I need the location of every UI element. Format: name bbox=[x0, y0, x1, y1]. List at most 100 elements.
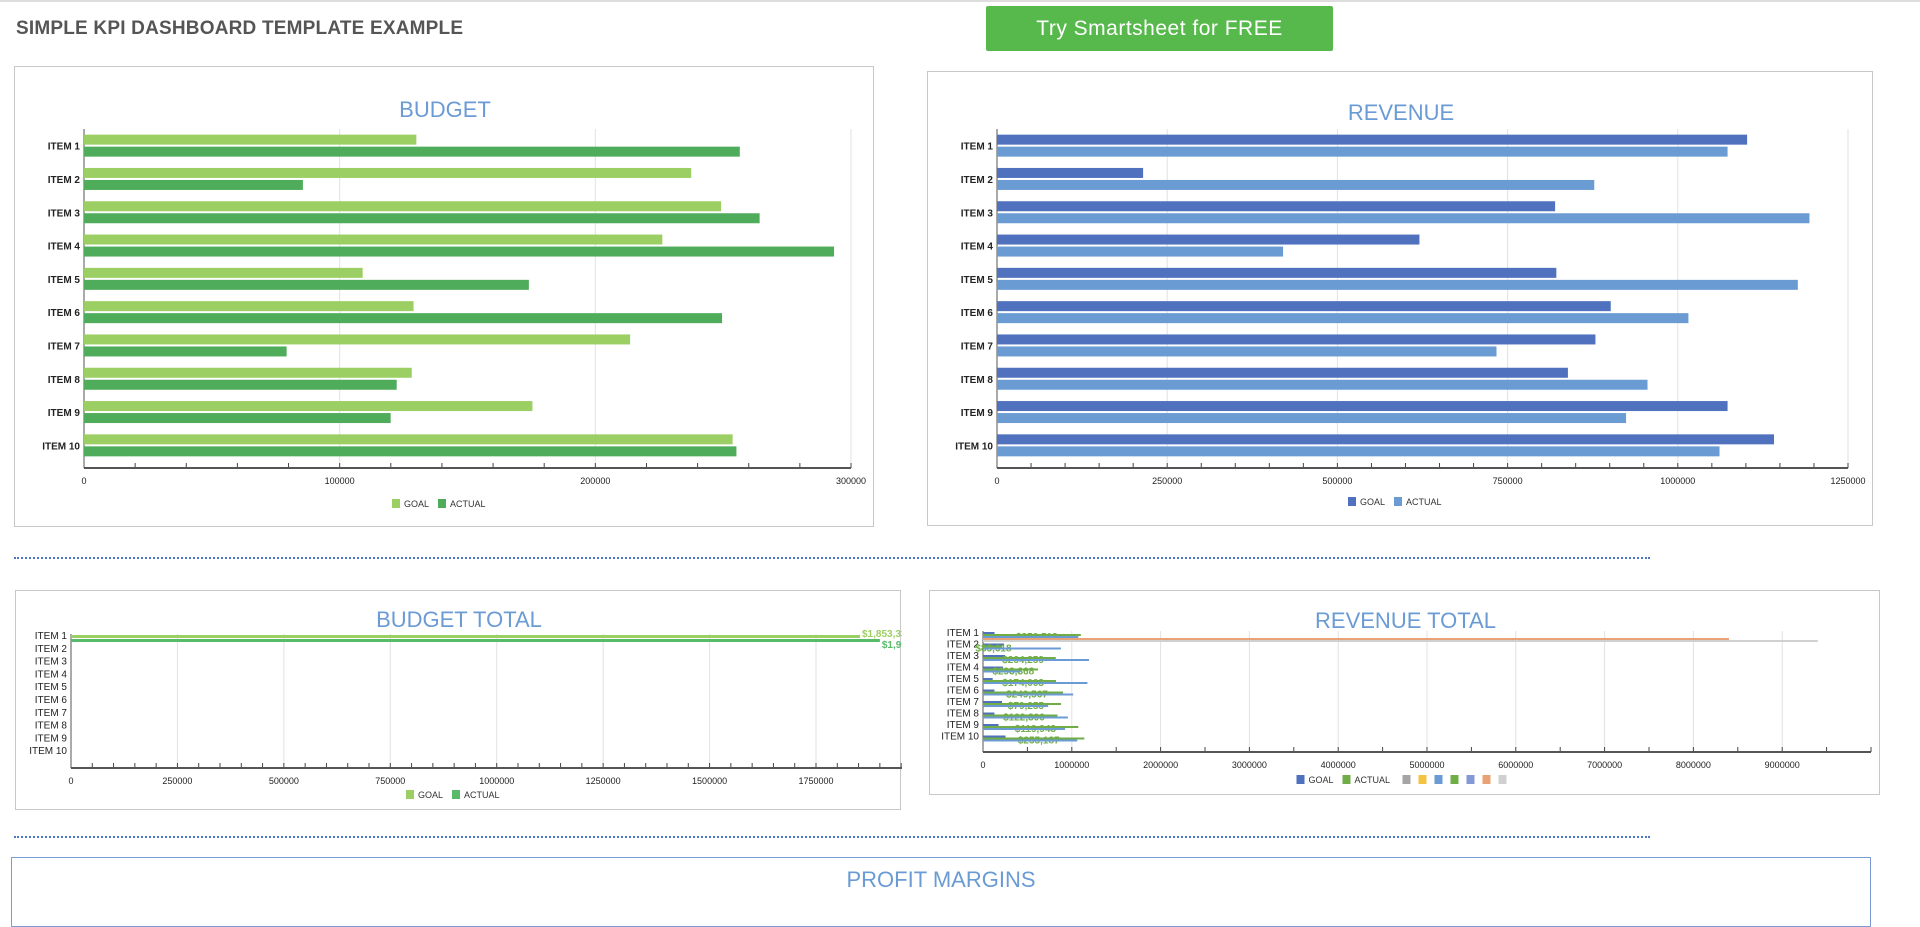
category-label: ITEM 4 bbox=[48, 242, 81, 253]
bar-actual bbox=[983, 703, 1062, 705]
bar-goal bbox=[997, 334, 1596, 345]
category-label: ITEM 10 bbox=[29, 746, 67, 757]
x-tick-label: 200000 bbox=[580, 476, 610, 486]
category-label: ITEM 7 bbox=[48, 341, 81, 352]
legend-label: ACTUAL bbox=[1355, 775, 1391, 785]
bar-actual bbox=[983, 668, 1039, 671]
data-label: $1,900, bbox=[882, 640, 902, 651]
x-tick-label: 7000000 bbox=[1587, 760, 1622, 770]
bar-actual bbox=[84, 446, 737, 457]
bar-series bbox=[983, 716, 1068, 719]
bar-goal bbox=[84, 267, 363, 278]
x-tick-label: 0 bbox=[81, 476, 86, 486]
legend-label: ACTUAL bbox=[464, 790, 500, 800]
bar-actual bbox=[84, 379, 397, 390]
bar-goal bbox=[983, 724, 999, 726]
x-tick-label: 9000000 bbox=[1765, 760, 1800, 770]
bar-goal bbox=[997, 301, 1611, 312]
bar-actual bbox=[983, 714, 1058, 717]
category-label: ITEM 9 bbox=[947, 720, 980, 731]
category-label: ITEM 2 bbox=[947, 640, 980, 651]
bar-goal bbox=[997, 201, 1556, 212]
bar-actual bbox=[997, 379, 1648, 390]
bar-series bbox=[983, 636, 1079, 638]
bar-goal bbox=[84, 434, 733, 445]
legend-swatch bbox=[1482, 775, 1491, 784]
legend-swatch bbox=[1342, 775, 1351, 784]
x-tick-label: 100000 bbox=[325, 476, 355, 486]
bar-series bbox=[983, 640, 1818, 642]
category-label: ITEM 3 bbox=[48, 208, 81, 219]
x-tick-label: 250000 bbox=[1152, 476, 1182, 486]
bar-series bbox=[983, 705, 1049, 707]
category-label: ITEM 2 bbox=[48, 175, 81, 186]
category-label: ITEM 9 bbox=[48, 408, 81, 419]
category-label: ITEM 8 bbox=[947, 709, 980, 720]
bar-series bbox=[983, 638, 1729, 640]
bar-goal bbox=[84, 201, 722, 212]
bar-actual bbox=[997, 246, 1284, 257]
x-tick-label: 500000 bbox=[1322, 476, 1352, 486]
category-label: ITEM 8 bbox=[961, 375, 994, 386]
x-tick-label: 1250000 bbox=[586, 776, 621, 786]
category-label: ITEM 8 bbox=[48, 375, 81, 386]
revenue-total-chart: REVENUE TOTAL 0 1000000 2000000 3000000 40000… bbox=[929, 590, 1880, 795]
x-tick-label: 1250000 bbox=[1830, 476, 1865, 486]
legend-swatch bbox=[438, 499, 446, 508]
chart-title: BUDGET TOTAL bbox=[376, 607, 542, 632]
x-tick-label: 4000000 bbox=[1321, 760, 1356, 770]
category-label: ITEM 4 bbox=[947, 663, 980, 674]
profit-margins-title: PROFIT MARGINS bbox=[846, 867, 1036, 892]
chart-title: BUDGET bbox=[399, 97, 491, 122]
x-tick-label: 1000000 bbox=[479, 776, 514, 786]
bar-actual bbox=[997, 179, 1595, 190]
bar-actual bbox=[983, 737, 1085, 740]
legend-swatch bbox=[1402, 775, 1411, 784]
x-tick-label: 8000000 bbox=[1676, 760, 1711, 770]
legend-swatch bbox=[1466, 775, 1475, 784]
legend-label: GOAL bbox=[1309, 775, 1334, 785]
page-title: SIMPLE KPI DASHBOARD TEMPLATE EXAMPLE bbox=[16, 18, 464, 39]
bar-goal bbox=[84, 167, 692, 178]
bar-goal bbox=[997, 134, 1748, 145]
x-tick-label: 3000000 bbox=[1232, 760, 1267, 770]
category-label: ITEM 1 bbox=[48, 142, 81, 153]
bar-goal bbox=[983, 643, 1005, 646]
bar-goal bbox=[84, 367, 412, 378]
category-label: ITEM 2 bbox=[35, 644, 68, 655]
bar-goal bbox=[983, 712, 995, 715]
budget-chart: BUDGET 0 100000 200000 300000 ITEM 1 ITEM 2 ITE… bbox=[14, 66, 874, 527]
category-label: ITEM 9 bbox=[961, 408, 994, 419]
legend-swatch bbox=[392, 499, 400, 508]
chart-title: REVENUE bbox=[1348, 100, 1454, 125]
bar-goal bbox=[84, 234, 663, 245]
revenue-chart: REVENUE 0 250000 500000 750000 1000000 1250000… bbox=[927, 71, 1873, 526]
bar-actual bbox=[84, 413, 391, 424]
legend-swatch bbox=[1450, 775, 1459, 784]
section-divider bbox=[14, 557, 1650, 559]
category-label: ITEM 5 bbox=[947, 674, 980, 685]
bar-actual bbox=[84, 213, 760, 224]
bar-goal bbox=[997, 401, 1728, 412]
bar-actual bbox=[997, 146, 1728, 157]
legend-swatch bbox=[1434, 775, 1443, 784]
bar-series bbox=[983, 647, 1061, 650]
x-tick-label: 750000 bbox=[1493, 476, 1523, 486]
category-label: ITEM 5 bbox=[48, 275, 81, 286]
bar-series bbox=[983, 739, 1078, 742]
category-label: ITEM 7 bbox=[947, 697, 980, 708]
legend-swatch bbox=[1498, 775, 1507, 784]
x-tick-label: 1500000 bbox=[692, 776, 727, 786]
try-smartsheet-button[interactable]: Try Smartsheet for FREE bbox=[986, 6, 1333, 51]
bar-actual bbox=[997, 446, 1720, 457]
bar-actual bbox=[983, 645, 1003, 648]
bar-actual bbox=[983, 680, 1056, 682]
bar-actual bbox=[997, 313, 1689, 324]
bar-actual bbox=[84, 246, 835, 257]
category-label: ITEM 3 bbox=[947, 651, 980, 662]
category-label: ITEM 1 bbox=[35, 631, 68, 642]
section-divider bbox=[14, 836, 1650, 838]
legend-label: GOAL bbox=[418, 790, 443, 800]
bar-goal bbox=[997, 367, 1568, 378]
bar-actual bbox=[997, 346, 1497, 357]
